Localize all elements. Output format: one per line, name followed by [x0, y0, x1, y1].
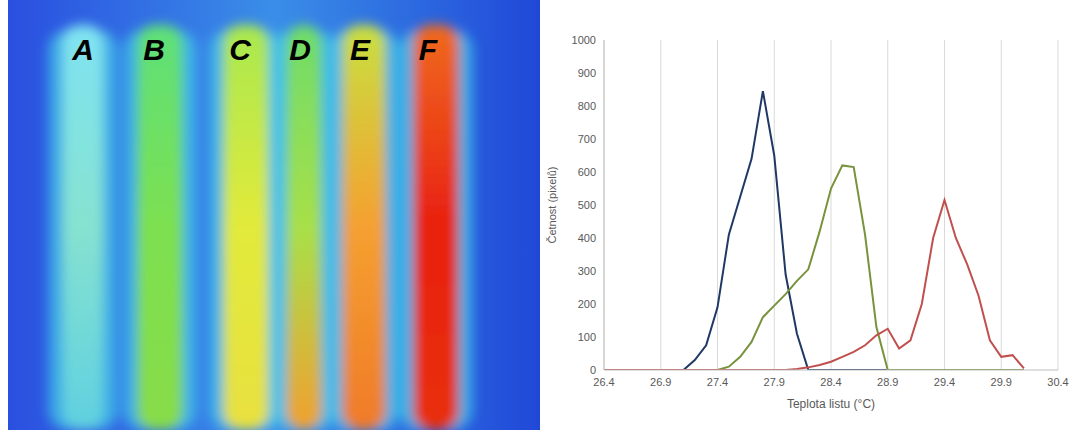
svg-text:28.9: 28.9: [877, 376, 898, 388]
svg-text:300: 300: [578, 265, 596, 277]
svg-text:400: 400: [578, 232, 596, 244]
svg-text:100: 100: [578, 331, 596, 343]
svg-text:500: 500: [578, 199, 596, 211]
svg-text:29.9: 29.9: [991, 376, 1012, 388]
svg-text:Teplota listu (°C): Teplota listu (°C): [787, 397, 875, 411]
svg-text:D: D: [289, 33, 311, 66]
svg-text:28.4: 28.4: [820, 376, 841, 388]
svg-text:0: 0: [590, 364, 596, 376]
svg-text:26.4: 26.4: [593, 376, 614, 388]
svg-text:900: 900: [578, 67, 596, 79]
svg-text:700: 700: [578, 133, 596, 145]
svg-text:30.4: 30.4: [1047, 376, 1068, 388]
svg-text:600: 600: [578, 166, 596, 178]
svg-text:A: A: [71, 33, 94, 66]
svg-text:B: B: [143, 33, 165, 66]
svg-text:26.9: 26.9: [650, 376, 671, 388]
svg-text:27.9: 27.9: [764, 376, 785, 388]
svg-text:27.4: 27.4: [707, 376, 728, 388]
svg-text:29.4: 29.4: [934, 376, 955, 388]
svg-text:200: 200: [578, 298, 596, 310]
svg-text:F: F: [419, 33, 438, 66]
svg-text:1000: 1000: [572, 34, 596, 46]
svg-text:E: E: [350, 33, 371, 66]
svg-text:800: 800: [578, 100, 596, 112]
svg-text:Četnost (pixelů): Četnost (pixelů): [546, 166, 558, 243]
svg-text:C: C: [229, 33, 252, 66]
